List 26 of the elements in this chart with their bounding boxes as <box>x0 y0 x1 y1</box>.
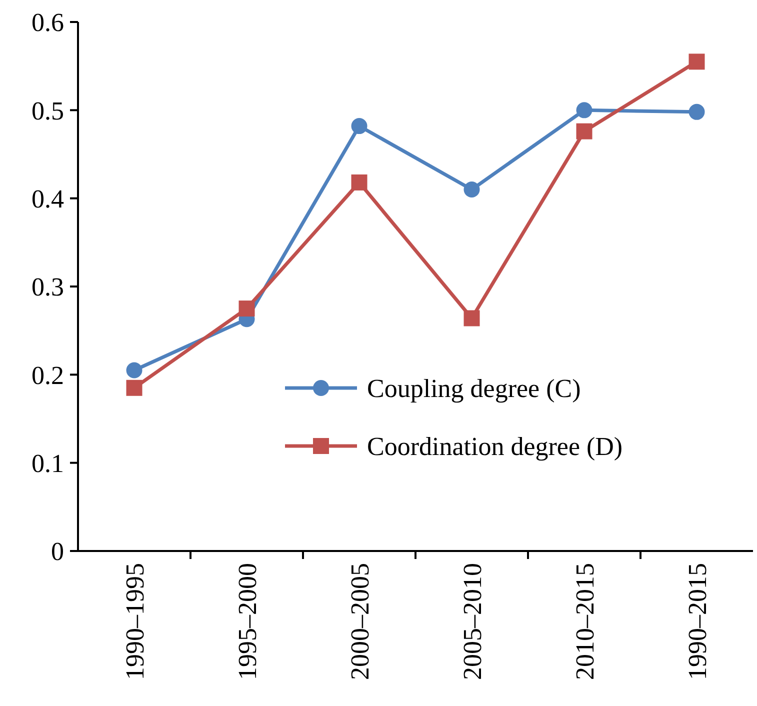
point <box>351 118 368 134</box>
legend-label: Coupling degree (C) <box>367 374 581 404</box>
x-tick-label: 2010–2015 <box>570 563 600 680</box>
point <box>576 102 592 118</box>
point <box>688 54 705 70</box>
point <box>576 123 592 140</box>
x-tick-label: 2005–2010 <box>458 563 487 680</box>
point <box>126 362 142 378</box>
point <box>464 310 480 326</box>
legend-label: Coordination degree (D) <box>367 432 623 462</box>
y-tick-label: 0.2 <box>32 360 64 390</box>
y-tick-label: 0.6 <box>32 8 64 38</box>
x-tick-label: 2000–2005 <box>345 563 374 680</box>
y-tick-label: 0.4 <box>32 184 64 214</box>
y-tick-label: 0 <box>51 537 64 566</box>
point <box>126 380 142 396</box>
x-tick-label: 1990–1995 <box>120 563 150 680</box>
point <box>464 182 480 198</box>
x-tick-label: 1995–2000 <box>232 563 262 680</box>
point <box>351 174 368 190</box>
y-tick-label: 0.1 <box>32 448 64 478</box>
x-tick-label: 1990–2015 <box>682 563 712 680</box>
point <box>238 300 255 317</box>
point <box>688 104 705 120</box>
y-tick-label: 0.3 <box>32 272 64 302</box>
y-tick-label: 0.5 <box>32 96 64 126</box>
